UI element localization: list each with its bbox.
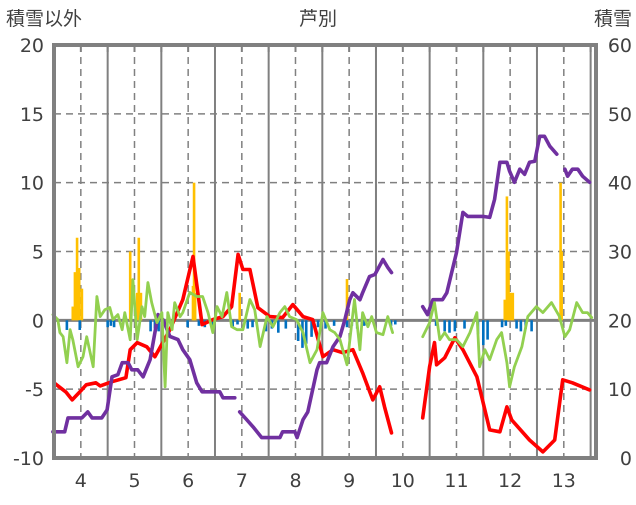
month-tick-label: 9 <box>343 470 355 492</box>
blue-bars-bar <box>112 320 116 328</box>
right-tick-label: 60 <box>608 35 632 57</box>
month-tick-label: 11 <box>444 470 468 492</box>
orange-bars-bar <box>503 299 507 321</box>
purple-line <box>51 312 237 434</box>
blue-bars-bar <box>486 320 489 340</box>
blue-bars-bar <box>519 320 523 332</box>
right-tick-label: 30 <box>608 242 632 264</box>
blue-bars-bar <box>448 320 451 333</box>
orange-bars-bar <box>511 292 515 321</box>
blue-bars-bar <box>157 320 160 332</box>
blue-bars-bar <box>231 320 234 328</box>
orange-bars-bar <box>71 306 75 321</box>
orange-bars-bar <box>509 292 512 321</box>
blue-bars-bar <box>304 320 308 344</box>
month-tick-label: 4 <box>75 470 87 492</box>
green-line <box>51 278 394 389</box>
blue-bars-bar <box>463 320 466 329</box>
orange-bars-bar <box>238 292 241 321</box>
blue-bars-bar <box>236 320 239 325</box>
orange-bars-bar <box>135 292 139 321</box>
right-axis-label: 積雪 <box>594 8 632 30</box>
blue-bars-bar <box>197 320 201 326</box>
month-tick-label: 10 <box>391 470 415 492</box>
orange-bars-bar <box>505 196 509 321</box>
blue-bars-bar <box>453 320 457 332</box>
orange-bars-bar <box>80 288 84 321</box>
left-tick-label: 20 <box>20 35 44 57</box>
right-tick-label: 10 <box>608 379 632 401</box>
month-tick-label: 12 <box>498 470 522 492</box>
right-tick-label: 40 <box>608 173 632 195</box>
orange-bars-bar <box>137 237 141 321</box>
blue-bars-bar <box>504 320 508 326</box>
blue-bars-bar <box>186 320 189 328</box>
blue-bars-bar <box>482 320 485 346</box>
left-tick-label: 5 <box>32 242 44 264</box>
orange-bars-bar <box>73 272 77 321</box>
month-tick-label: 7 <box>236 470 248 492</box>
month-tick-label: 13 <box>552 470 576 492</box>
orange-bars-bar <box>507 251 510 321</box>
blue-bars-bar <box>109 320 113 326</box>
bar-series <box>65 182 563 348</box>
plot-frame <box>52 43 598 460</box>
right-tick-label: 50 <box>608 104 632 126</box>
left-tick-label: 10 <box>20 173 44 195</box>
orange-bars-bar <box>193 292 197 321</box>
blue-bars-bar <box>310 320 313 337</box>
purple-line <box>420 134 559 317</box>
orange-bars-bar <box>560 251 563 321</box>
left-tick-label: -5 <box>25 379 44 401</box>
red-line <box>52 252 394 435</box>
orange-bars-bar <box>345 279 349 321</box>
left-axis-label: 積雪以外 <box>6 8 82 30</box>
chart-title: 芦別 <box>299 8 337 30</box>
blue-bars-bar <box>345 320 349 328</box>
blue-bars-bar <box>65 320 69 330</box>
green-line <box>421 301 594 389</box>
blue-bars-bar <box>78 320 82 330</box>
left-tick-label: 0 <box>32 310 44 332</box>
month-tick-label: 5 <box>128 470 140 492</box>
blue-bars-bar <box>106 320 109 328</box>
purple-line <box>237 257 394 440</box>
blue-bars-bar <box>393 320 397 325</box>
red-line <box>420 335 592 454</box>
blue-bars-bar <box>443 320 446 332</box>
month-tick-label: 6 <box>182 470 194 492</box>
blue-bars-bar <box>324 320 327 329</box>
right-tick-label: 0 <box>620 448 632 470</box>
blue-bars-bar <box>500 320 504 328</box>
blue-bars-bar <box>149 320 152 332</box>
orange-bars-bar <box>192 182 196 321</box>
blue-bars-bar <box>332 320 336 326</box>
blue-bars-bar <box>277 320 280 333</box>
blue-bars-bar <box>251 320 254 328</box>
blue-bars-bar <box>246 320 250 329</box>
blue-bars-bar <box>284 320 288 329</box>
left-tick-label: 15 <box>20 104 44 126</box>
blue-bars-bar <box>530 320 533 332</box>
blue-bars-bar <box>316 320 320 328</box>
orange-bars-bar <box>77 268 81 321</box>
orange-bars-bar <box>75 237 79 321</box>
purple-line <box>563 167 592 185</box>
blue-bars-bar <box>362 320 366 326</box>
orange-bars-bar <box>128 251 132 321</box>
month-tick-label: 8 <box>289 470 301 492</box>
right-tick-label: 20 <box>608 310 632 332</box>
line-series <box>51 134 594 454</box>
gridlines <box>54 45 596 458</box>
left-tick-label: -10 <box>13 448 44 470</box>
blue-bars-bar <box>515 320 518 329</box>
blue-bars-bar <box>296 320 300 341</box>
